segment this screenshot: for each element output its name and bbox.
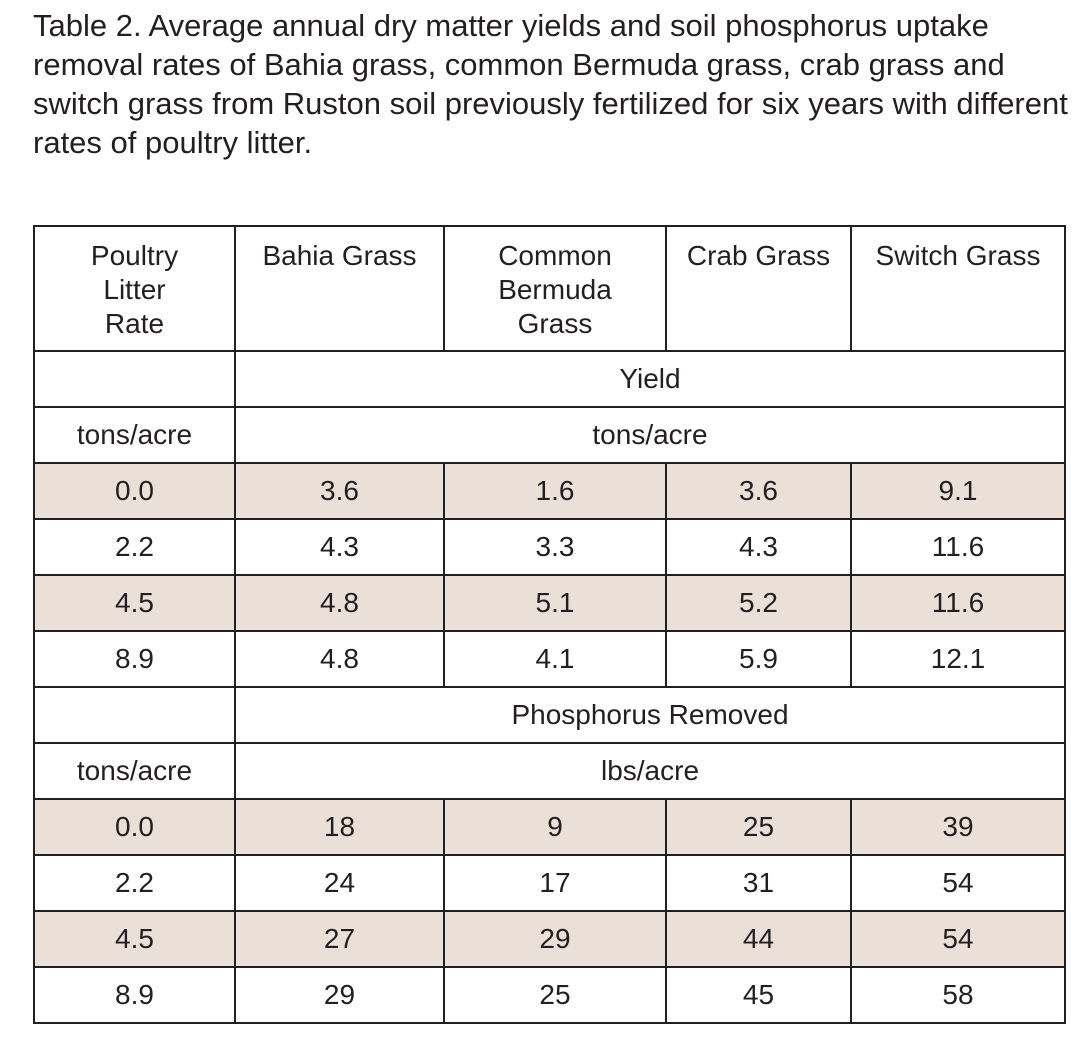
switch-cell: 11.6	[850, 574, 1066, 632]
bahia-cell: 27	[234, 910, 445, 968]
section-title: Yield	[234, 350, 1066, 408]
unit-row: tons/acre lbs/acre	[33, 742, 1066, 800]
bermuda-cell: 5.1	[443, 574, 667, 632]
header-common-bermuda-grass: Common Bermuda Grass	[443, 225, 667, 352]
switch-cell: 9.1	[850, 462, 1066, 520]
switch-cell: 12.1	[850, 630, 1066, 688]
rate-unit: tons/acre	[33, 406, 236, 464]
rate-cell: 2.2	[33, 854, 236, 912]
bermuda-cell: 17	[443, 854, 667, 912]
crab-cell: 31	[665, 854, 852, 912]
bahia-cell: 4.8	[234, 574, 445, 632]
section-title-row: Yield	[33, 350, 1066, 408]
rate-cell: 0.0	[33, 798, 236, 856]
table-row: 0.0 18 9 25 39	[33, 798, 1066, 856]
crab-cell: 5.9	[665, 630, 852, 688]
rate-cell: 8.9	[33, 966, 236, 1024]
bahia-cell: 4.3	[234, 518, 445, 576]
bermuda-cell: 1.6	[443, 462, 667, 520]
bermuda-cell: 4.1	[443, 630, 667, 688]
switch-cell: 54	[850, 854, 1066, 912]
crab-cell: 3.6	[665, 462, 852, 520]
data-table: Poultry Litter Rate Bahia Grass Common B…	[33, 225, 1066, 1024]
bahia-cell: 18	[234, 798, 445, 856]
section-title: Phosphorus Removed	[234, 686, 1066, 744]
table-row: 2.2 4.3 3.3 4.3 11.6	[33, 518, 1066, 576]
crab-cell: 5.2	[665, 574, 852, 632]
header-crab-grass: Crab Grass	[665, 225, 852, 352]
bermuda-cell: 3.3	[443, 518, 667, 576]
header-switch-grass: Switch Grass	[850, 225, 1066, 352]
table-row: 4.5 4.8 5.1 5.2 11.6	[33, 574, 1066, 632]
bahia-cell: 24	[234, 854, 445, 912]
rate-cell: 8.9	[33, 630, 236, 688]
bahia-cell: 29	[234, 966, 445, 1024]
rate-cell: 2.2	[33, 518, 236, 576]
bermuda-cell: 29	[443, 910, 667, 968]
bermuda-cell: 9	[443, 798, 667, 856]
switch-cell: 54	[850, 910, 1066, 968]
value-unit: tons/acre	[234, 406, 1066, 464]
crab-cell: 4.3	[665, 518, 852, 576]
table-row: 8.9 4.8 4.1 5.9 12.1	[33, 630, 1066, 688]
table-row: 0.0 3.6 1.6 3.6 9.1	[33, 462, 1066, 520]
table-row: 2.2 24 17 31 54	[33, 854, 1066, 912]
switch-cell: 11.6	[850, 518, 1066, 576]
rate-unit: tons/acre	[33, 742, 236, 800]
switch-cell: 58	[850, 966, 1066, 1024]
bahia-cell: 4.8	[234, 630, 445, 688]
header-bahia-grass: Bahia Grass	[234, 225, 445, 352]
section-title-row: Phosphorus Removed	[33, 686, 1066, 744]
rate-cell: 4.5	[33, 910, 236, 968]
table-row: 4.5 27 29 44 54	[33, 910, 1066, 968]
empty-cell	[33, 350, 236, 408]
table-caption: Table 2. Average annual dry matter yield…	[33, 8, 1068, 160]
header-row: Poultry Litter Rate Bahia Grass Common B…	[33, 225, 1066, 352]
empty-cell	[33, 686, 236, 744]
crab-cell: 44	[665, 910, 852, 968]
crab-cell: 25	[665, 798, 852, 856]
value-unit: lbs/acre	[234, 742, 1066, 800]
bermuda-cell: 25	[443, 966, 667, 1024]
rate-cell: 4.5	[33, 574, 236, 632]
switch-cell: 39	[850, 798, 1066, 856]
bahia-cell: 3.6	[234, 462, 445, 520]
rate-cell: 0.0	[33, 462, 236, 520]
unit-row: tons/acre tons/acre	[33, 406, 1066, 464]
table-row: 8.9 29 25 45 58	[33, 966, 1066, 1024]
crab-cell: 45	[665, 966, 852, 1024]
header-poultry-litter-rate: Poultry Litter Rate	[33, 225, 236, 352]
